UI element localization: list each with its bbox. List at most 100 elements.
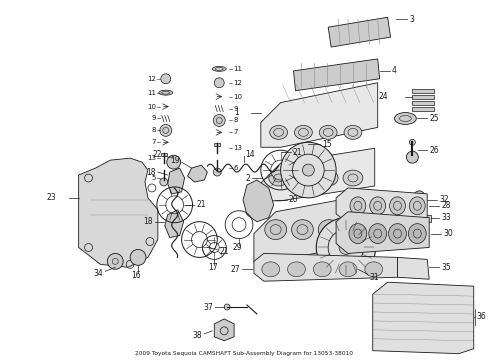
Ellipse shape — [319, 125, 337, 139]
Ellipse shape — [318, 220, 340, 239]
Polygon shape — [294, 59, 380, 91]
Polygon shape — [328, 17, 391, 47]
Bar — [413, 95, 434, 99]
Ellipse shape — [408, 224, 426, 243]
Text: 18: 18 — [144, 217, 153, 226]
Bar — [413, 107, 434, 111]
Ellipse shape — [288, 262, 305, 277]
Text: 8: 8 — [233, 117, 238, 123]
Text: 18: 18 — [147, 167, 156, 176]
Polygon shape — [188, 165, 207, 182]
Text: 13: 13 — [233, 145, 242, 151]
Circle shape — [281, 142, 336, 198]
Polygon shape — [243, 180, 274, 222]
Text: 27: 27 — [230, 265, 240, 274]
Text: 36: 36 — [477, 312, 487, 321]
Text: 14: 14 — [245, 150, 255, 159]
Circle shape — [107, 253, 123, 269]
Circle shape — [339, 240, 353, 255]
Bar — [413, 89, 434, 93]
Circle shape — [160, 178, 168, 186]
Circle shape — [130, 249, 146, 265]
Text: 2009 Toyota Sequoia CAMSHAFT Sub-Assembly Diagram for 13053-38010: 2009 Toyota Sequoia CAMSHAFT Sub-Assembl… — [135, 351, 353, 356]
Text: 1: 1 — [234, 108, 239, 117]
Text: 22: 22 — [152, 150, 162, 159]
Ellipse shape — [370, 197, 386, 215]
Polygon shape — [78, 158, 158, 267]
Circle shape — [409, 139, 416, 145]
Text: 10: 10 — [147, 104, 156, 109]
Ellipse shape — [409, 197, 425, 215]
Text: 7: 7 — [233, 129, 238, 135]
Ellipse shape — [344, 125, 362, 139]
Text: 24: 24 — [379, 92, 389, 101]
Text: 6: 6 — [233, 165, 238, 171]
Ellipse shape — [339, 262, 357, 277]
Ellipse shape — [350, 197, 366, 215]
Ellipse shape — [292, 220, 313, 239]
Ellipse shape — [159, 90, 172, 95]
Polygon shape — [254, 192, 383, 261]
Ellipse shape — [413, 191, 426, 209]
Text: 19: 19 — [170, 156, 180, 165]
Ellipse shape — [212, 66, 226, 71]
Text: 16: 16 — [131, 271, 141, 280]
Ellipse shape — [270, 125, 288, 139]
Ellipse shape — [262, 262, 280, 277]
Text: 29: 29 — [232, 243, 242, 252]
Ellipse shape — [394, 113, 416, 125]
Ellipse shape — [294, 125, 312, 139]
Polygon shape — [397, 257, 429, 279]
Polygon shape — [261, 83, 378, 147]
Circle shape — [406, 151, 418, 163]
Text: 9: 9 — [233, 105, 238, 112]
Circle shape — [161, 74, 171, 84]
Text: 35: 35 — [441, 263, 451, 272]
Text: 32: 32 — [439, 195, 449, 204]
Polygon shape — [214, 319, 234, 341]
Polygon shape — [373, 282, 474, 354]
Text: 3: 3 — [409, 15, 414, 24]
Circle shape — [316, 218, 376, 277]
Ellipse shape — [369, 224, 387, 243]
Ellipse shape — [343, 170, 363, 186]
Text: 8: 8 — [151, 127, 156, 134]
Ellipse shape — [313, 262, 331, 277]
Text: 23: 23 — [46, 193, 56, 202]
Text: 38: 38 — [193, 331, 202, 340]
Ellipse shape — [365, 262, 383, 277]
Text: 21: 21 — [293, 148, 302, 157]
Text: 37: 37 — [203, 302, 213, 311]
Text: 11: 11 — [233, 66, 242, 72]
Circle shape — [213, 114, 225, 126]
Ellipse shape — [389, 224, 406, 243]
Text: 12: 12 — [233, 80, 242, 86]
Polygon shape — [336, 212, 429, 253]
Text: 33: 33 — [441, 213, 451, 222]
Polygon shape — [261, 148, 375, 201]
Circle shape — [214, 78, 224, 88]
Text: 11: 11 — [147, 90, 156, 96]
Bar — [161, 153, 167, 156]
Text: 7: 7 — [151, 139, 156, 145]
Text: 17: 17 — [208, 263, 218, 272]
Text: 4: 4 — [392, 66, 396, 75]
Text: 21: 21 — [219, 247, 229, 256]
Circle shape — [224, 304, 230, 310]
Ellipse shape — [265, 220, 287, 239]
Ellipse shape — [349, 224, 367, 243]
Polygon shape — [254, 253, 397, 281]
Text: 20: 20 — [289, 195, 298, 204]
Bar — [413, 100, 434, 105]
Ellipse shape — [294, 170, 313, 186]
Text: 5: 5 — [151, 175, 156, 181]
Text: 28: 28 — [441, 201, 451, 210]
Circle shape — [302, 164, 314, 176]
Bar — [214, 143, 220, 146]
Ellipse shape — [269, 170, 289, 186]
Text: 21: 21 — [196, 200, 206, 209]
Circle shape — [213, 168, 221, 176]
Text: 31: 31 — [370, 273, 379, 282]
Text: 10: 10 — [233, 94, 242, 100]
Text: 30: 30 — [443, 229, 453, 238]
